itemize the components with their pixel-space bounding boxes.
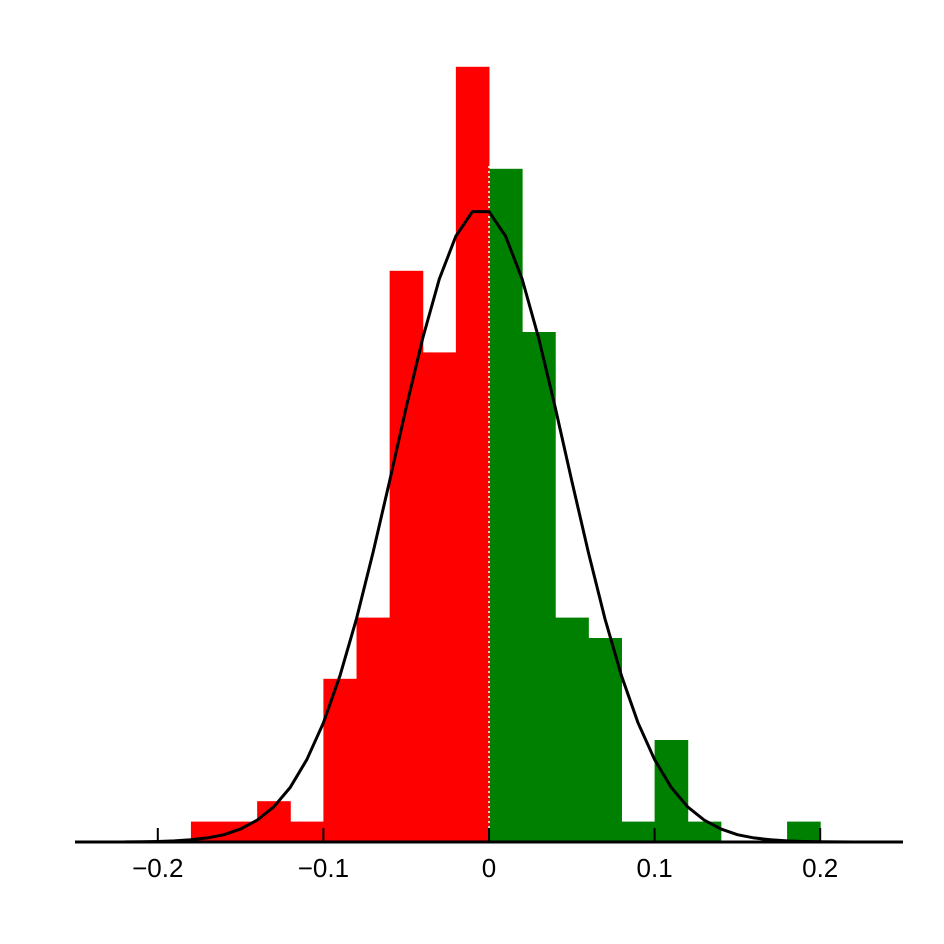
bar — [687, 821, 722, 842]
bar — [489, 168, 523, 843]
bar — [787, 821, 821, 842]
bar — [323, 678, 358, 842]
bar — [455, 66, 490, 843]
bar — [654, 740, 689, 842]
bar — [422, 352, 457, 842]
x-tick-label: −0.1 — [298, 853, 349, 883]
density-curve — [124, 210, 854, 844]
bar — [621, 821, 656, 842]
x-tick-label: 0 — [482, 853, 496, 883]
bar — [389, 270, 424, 842]
bar — [588, 638, 622, 842]
x-tick-label: 0.1 — [637, 853, 673, 883]
x-tick-label: 0.2 — [802, 853, 838, 883]
bar — [555, 617, 589, 842]
bar — [356, 617, 391, 842]
bar — [290, 821, 324, 842]
x-tick-label: −0.2 — [132, 853, 183, 883]
bar — [522, 332, 556, 842]
bar — [224, 821, 258, 842]
